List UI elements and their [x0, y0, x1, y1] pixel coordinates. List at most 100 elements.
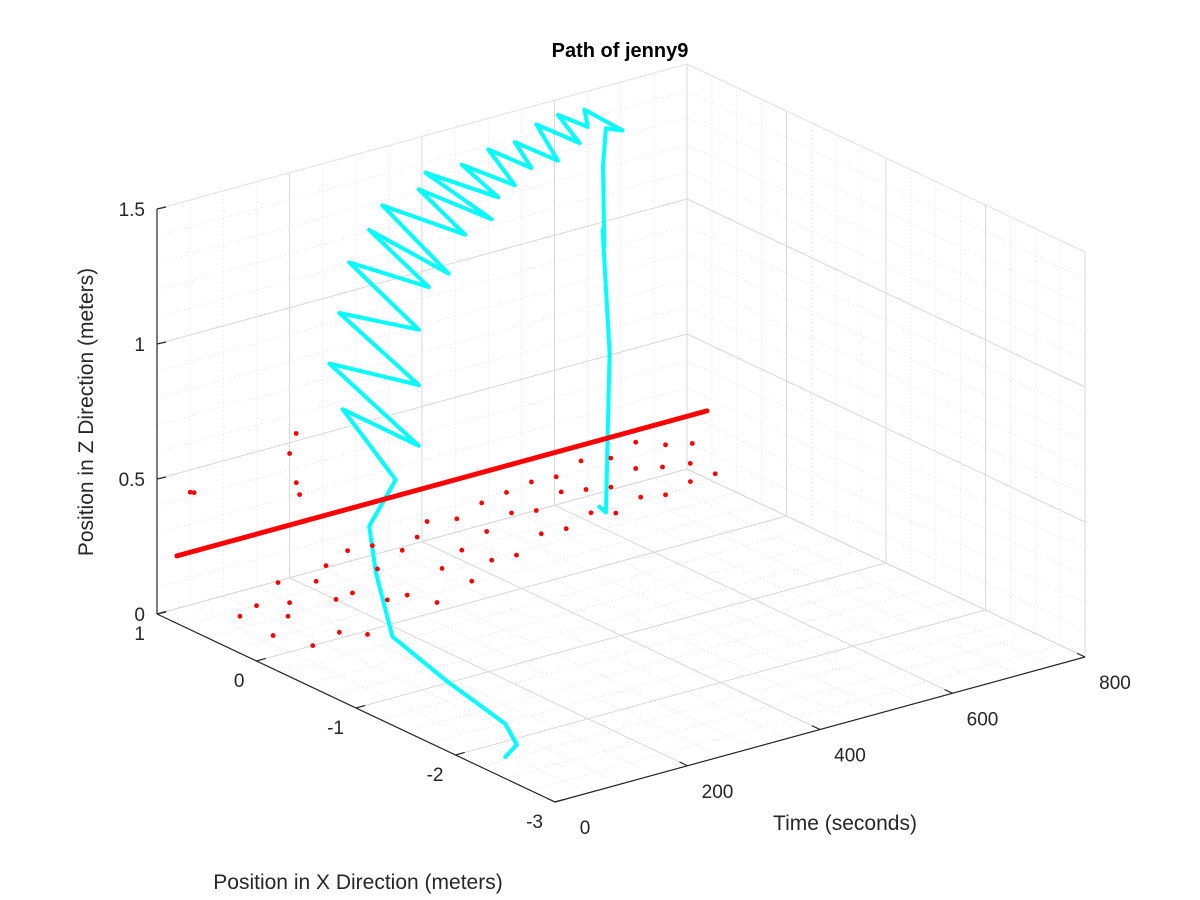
sidewall-gridline-z-major — [686, 198, 1086, 388]
series-2-point-32 — [489, 557, 495, 563]
z-direction-tick-mark — [156, 341, 167, 345]
series-2-point-0 — [187, 489, 193, 495]
series-2-point-46 — [578, 458, 584, 464]
series-2-point-35 — [514, 552, 519, 558]
time-tick-label: 200 — [702, 782, 734, 803]
series-2-point-4 — [287, 451, 292, 456]
time-tick-label: 800 — [1099, 673, 1131, 694]
series-2-point-10 — [275, 580, 281, 585]
time-tick-label: 400 — [834, 746, 866, 767]
series-line-1 — [174, 408, 710, 559]
z-direction-tick-label: 0 — [134, 605, 145, 626]
series-2-point-37 — [504, 490, 509, 495]
series-2-point-22 — [370, 543, 375, 548]
series-2-point-43 — [553, 474, 559, 480]
z-direction-tick-mark — [156, 611, 167, 615]
series-2-point-18 — [350, 590, 355, 596]
series-2-point-52 — [633, 439, 639, 445]
z-direction-tick-label: 1.5 — [119, 200, 145, 221]
series-2-point-44 — [588, 510, 594, 516]
time-tick-label: 600 — [967, 709, 999, 730]
series-2-point-47 — [613, 510, 619, 516]
box-edge-top-side — [686, 63, 1086, 253]
series-line-0 — [327, 107, 625, 759]
sidewall-gridline-z-minor — [686, 117, 1086, 307]
floor-gridline-x-major — [256, 515, 787, 662]
series-2-point-41 — [563, 526, 569, 532]
series-2-point-14 — [313, 578, 319, 584]
chart-title: Path of jenny9 — [552, 40, 689, 62]
time-tick-mark — [1076, 652, 1086, 658]
series-2-point-36 — [509, 510, 514, 516]
x-direction-tick-label: -2 — [427, 765, 444, 786]
series-layer — [174, 107, 718, 759]
series-2-point-55 — [663, 442, 668, 448]
box-edge-top-back — [156, 63, 688, 210]
series-2-point-25 — [434, 600, 440, 605]
sidewall-gridline-z-minor — [686, 90, 1086, 280]
series-2-point-45 — [583, 487, 589, 492]
sidewall-gridline-z-minor — [686, 171, 1086, 361]
series-2-point-15 — [333, 597, 339, 602]
sidewall-gridline-z-minor — [686, 360, 1086, 550]
series-2-point-48 — [608, 484, 614, 490]
series-2-point-42 — [558, 489, 564, 495]
series-2-point-13 — [336, 629, 342, 635]
backwall-gridline-z-major — [156, 198, 688, 345]
series-2-point-3 — [293, 480, 299, 486]
series-2-point-26 — [414, 534, 420, 540]
series-2-point-38 — [538, 531, 544, 537]
x-direction-tick-mark — [355, 704, 366, 709]
series-2-point-30 — [459, 547, 465, 553]
z-direction-tick-mark — [156, 206, 167, 210]
series-2-point-49 — [608, 455, 614, 461]
series-2-point-51 — [633, 466, 639, 471]
series-2-point-6 — [237, 613, 243, 619]
series-2-point-12 — [287, 600, 292, 606]
x-direction-tick-label: 0 — [234, 671, 245, 692]
sidewall-gridline-z-major — [686, 468, 1086, 658]
series-2-point-56 — [688, 479, 693, 484]
sidewall-gridline-z-minor — [686, 144, 1086, 334]
series-2-point-54 — [660, 464, 665, 470]
series-2-point-58 — [689, 441, 695, 446]
series-2-point-7 — [254, 603, 259, 609]
time-tick-mark — [679, 761, 688, 767]
series-2-point-59 — [712, 471, 718, 477]
series-2-point-20 — [384, 597, 390, 603]
series-2-point-21 — [375, 566, 380, 572]
z-direction-tick-label: 1 — [134, 335, 145, 356]
series-2-point-31 — [454, 516, 460, 522]
series-2-point-50 — [638, 494, 644, 500]
series-2-point-2 — [297, 492, 302, 497]
sidewall-gridline-z-minor — [686, 441, 1086, 631]
x-direction-tick-mark — [554, 798, 565, 803]
series-2-point-53 — [663, 492, 668, 498]
series-2-point-19 — [345, 548, 350, 554]
sidewall-gridline-z-minor — [686, 252, 1086, 442]
x-direction-tick-mark — [256, 657, 266, 662]
series-2-point-9 — [285, 613, 291, 619]
series-2-point-28 — [424, 519, 430, 524]
sidewall-gridline-z-minor — [686, 387, 1086, 577]
x-direction-tick-label: -1 — [327, 718, 344, 739]
time-tick-mark — [944, 688, 953, 694]
time-tick-mark — [546, 797, 556, 803]
series-2-point-29 — [469, 578, 475, 584]
series-2-point-17 — [365, 632, 370, 637]
series-2-point-34 — [479, 500, 485, 506]
series-2-point-11 — [310, 643, 316, 648]
series-2-point-27 — [439, 566, 445, 571]
z-direction-tick-mark — [156, 476, 167, 480]
x-direction-tick-label: 1 — [134, 624, 145, 645]
series-2-point-57 — [687, 461, 693, 466]
x-direction-axis-title: Position in X Direction (meters) — [213, 871, 502, 894]
z-direction-tick-label: 0.5 — [119, 470, 145, 491]
series-2-point-5 — [293, 431, 299, 436]
sidewall-gridline-z-major — [686, 333, 1086, 523]
series-2-point-40 — [529, 479, 534, 485]
time-tick-label: 0 — [580, 818, 591, 839]
